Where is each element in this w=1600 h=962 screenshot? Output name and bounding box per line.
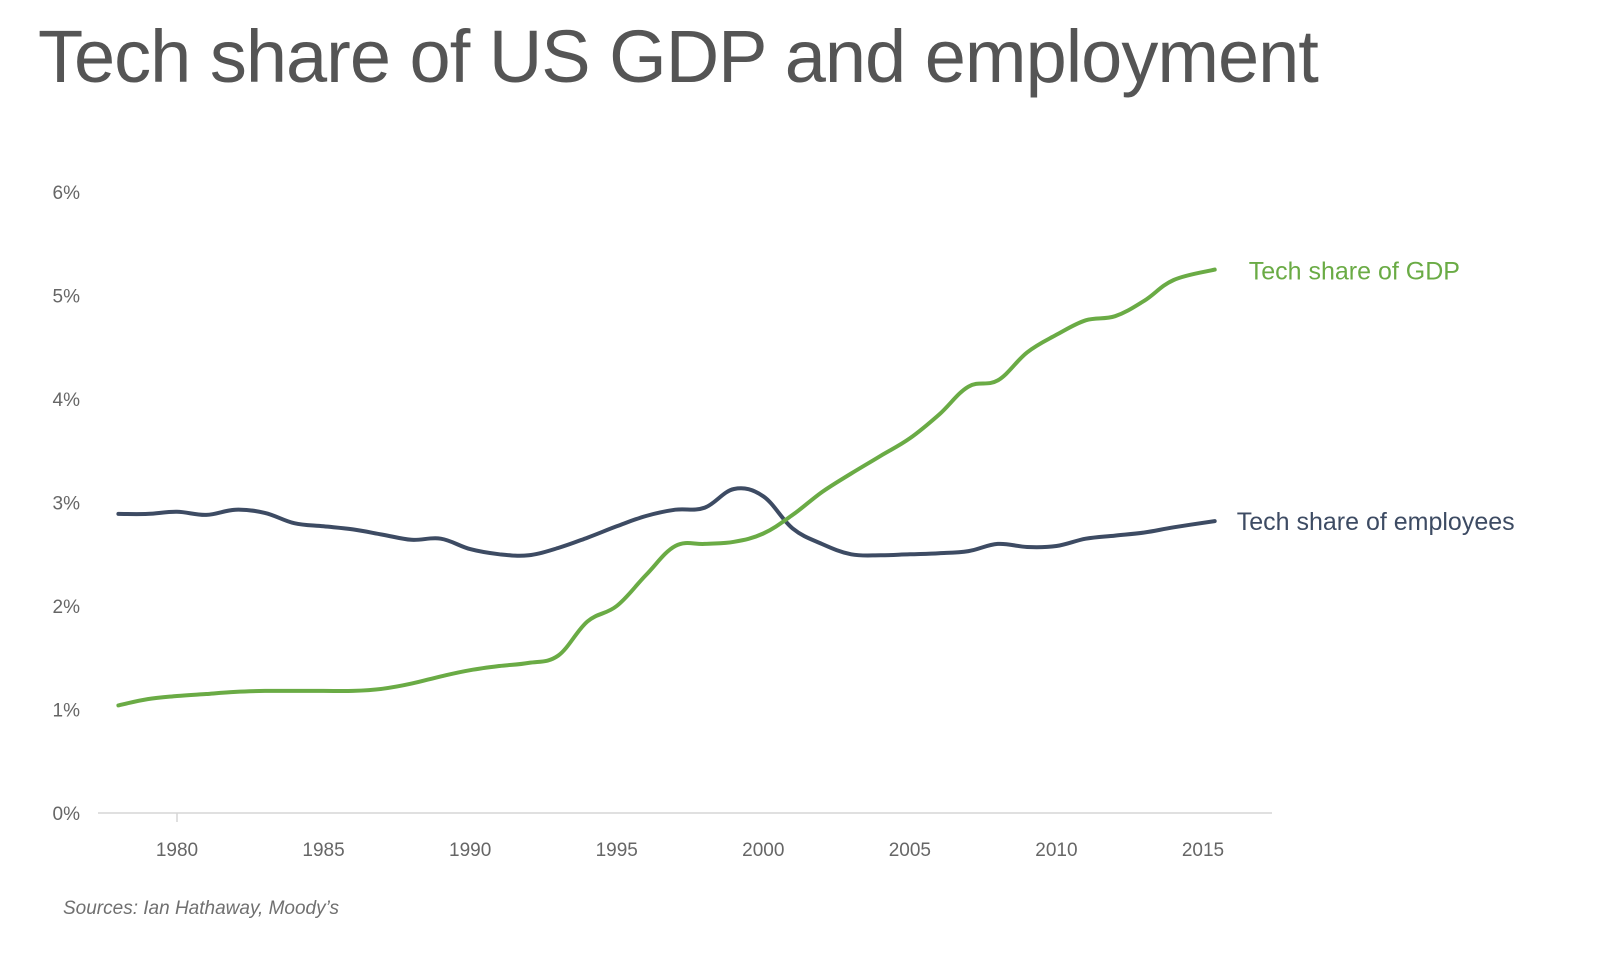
employees-share-line bbox=[116, 486, 1217, 558]
x-tick-label: 2015 bbox=[1182, 840, 1224, 861]
series-labels: Tech share of employees Tech share of GDP bbox=[1237, 258, 1515, 537]
x-tick-label: 2010 bbox=[1035, 840, 1077, 861]
source-note: Sources: Ian Hathaway, Moody’s bbox=[63, 898, 339, 919]
y-axis: 0% 1% 2% 3% 4% 5% 6% bbox=[53, 183, 81, 825]
x-tick-label: 1980 bbox=[156, 840, 198, 861]
x-tick-label: 1995 bbox=[596, 840, 638, 861]
y-tick-label: 4% bbox=[53, 390, 81, 411]
gdp-share-line bbox=[116, 267, 1217, 708]
y-tick-label: 1% bbox=[53, 701, 81, 722]
y-tick-label: 5% bbox=[53, 287, 81, 308]
x-tick-label: 2005 bbox=[889, 840, 931, 861]
chart-title: Tech share of US GDP and employment bbox=[38, 15, 1319, 98]
x-tick-label: 2000 bbox=[742, 840, 784, 861]
x-tick-label: 1985 bbox=[302, 840, 344, 861]
y-tick-label: 6% bbox=[53, 183, 81, 204]
gdp-series-label: Tech share of GDP bbox=[1249, 258, 1460, 286]
y-tick-label: 3% bbox=[53, 494, 81, 515]
x-tick-label: 1990 bbox=[449, 840, 491, 861]
employees-series-label: Tech share of employees bbox=[1237, 508, 1515, 536]
x-axis: 1980 1985 1990 1995 2000 2005 2010 2015 bbox=[98, 812, 1272, 861]
series-layer bbox=[116, 267, 1217, 708]
y-tick-label: 2% bbox=[53, 597, 81, 618]
y-tick-label: 0% bbox=[53, 804, 81, 825]
